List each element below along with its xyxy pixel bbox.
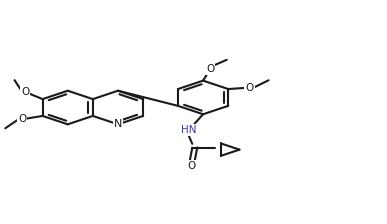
Text: O: O [187, 162, 195, 171]
Text: O: O [18, 114, 26, 124]
Text: HN: HN [181, 125, 196, 135]
Text: O: O [206, 64, 214, 74]
Text: O: O [21, 87, 29, 97]
Text: N: N [114, 119, 122, 129]
Text: O: O [245, 83, 253, 93]
